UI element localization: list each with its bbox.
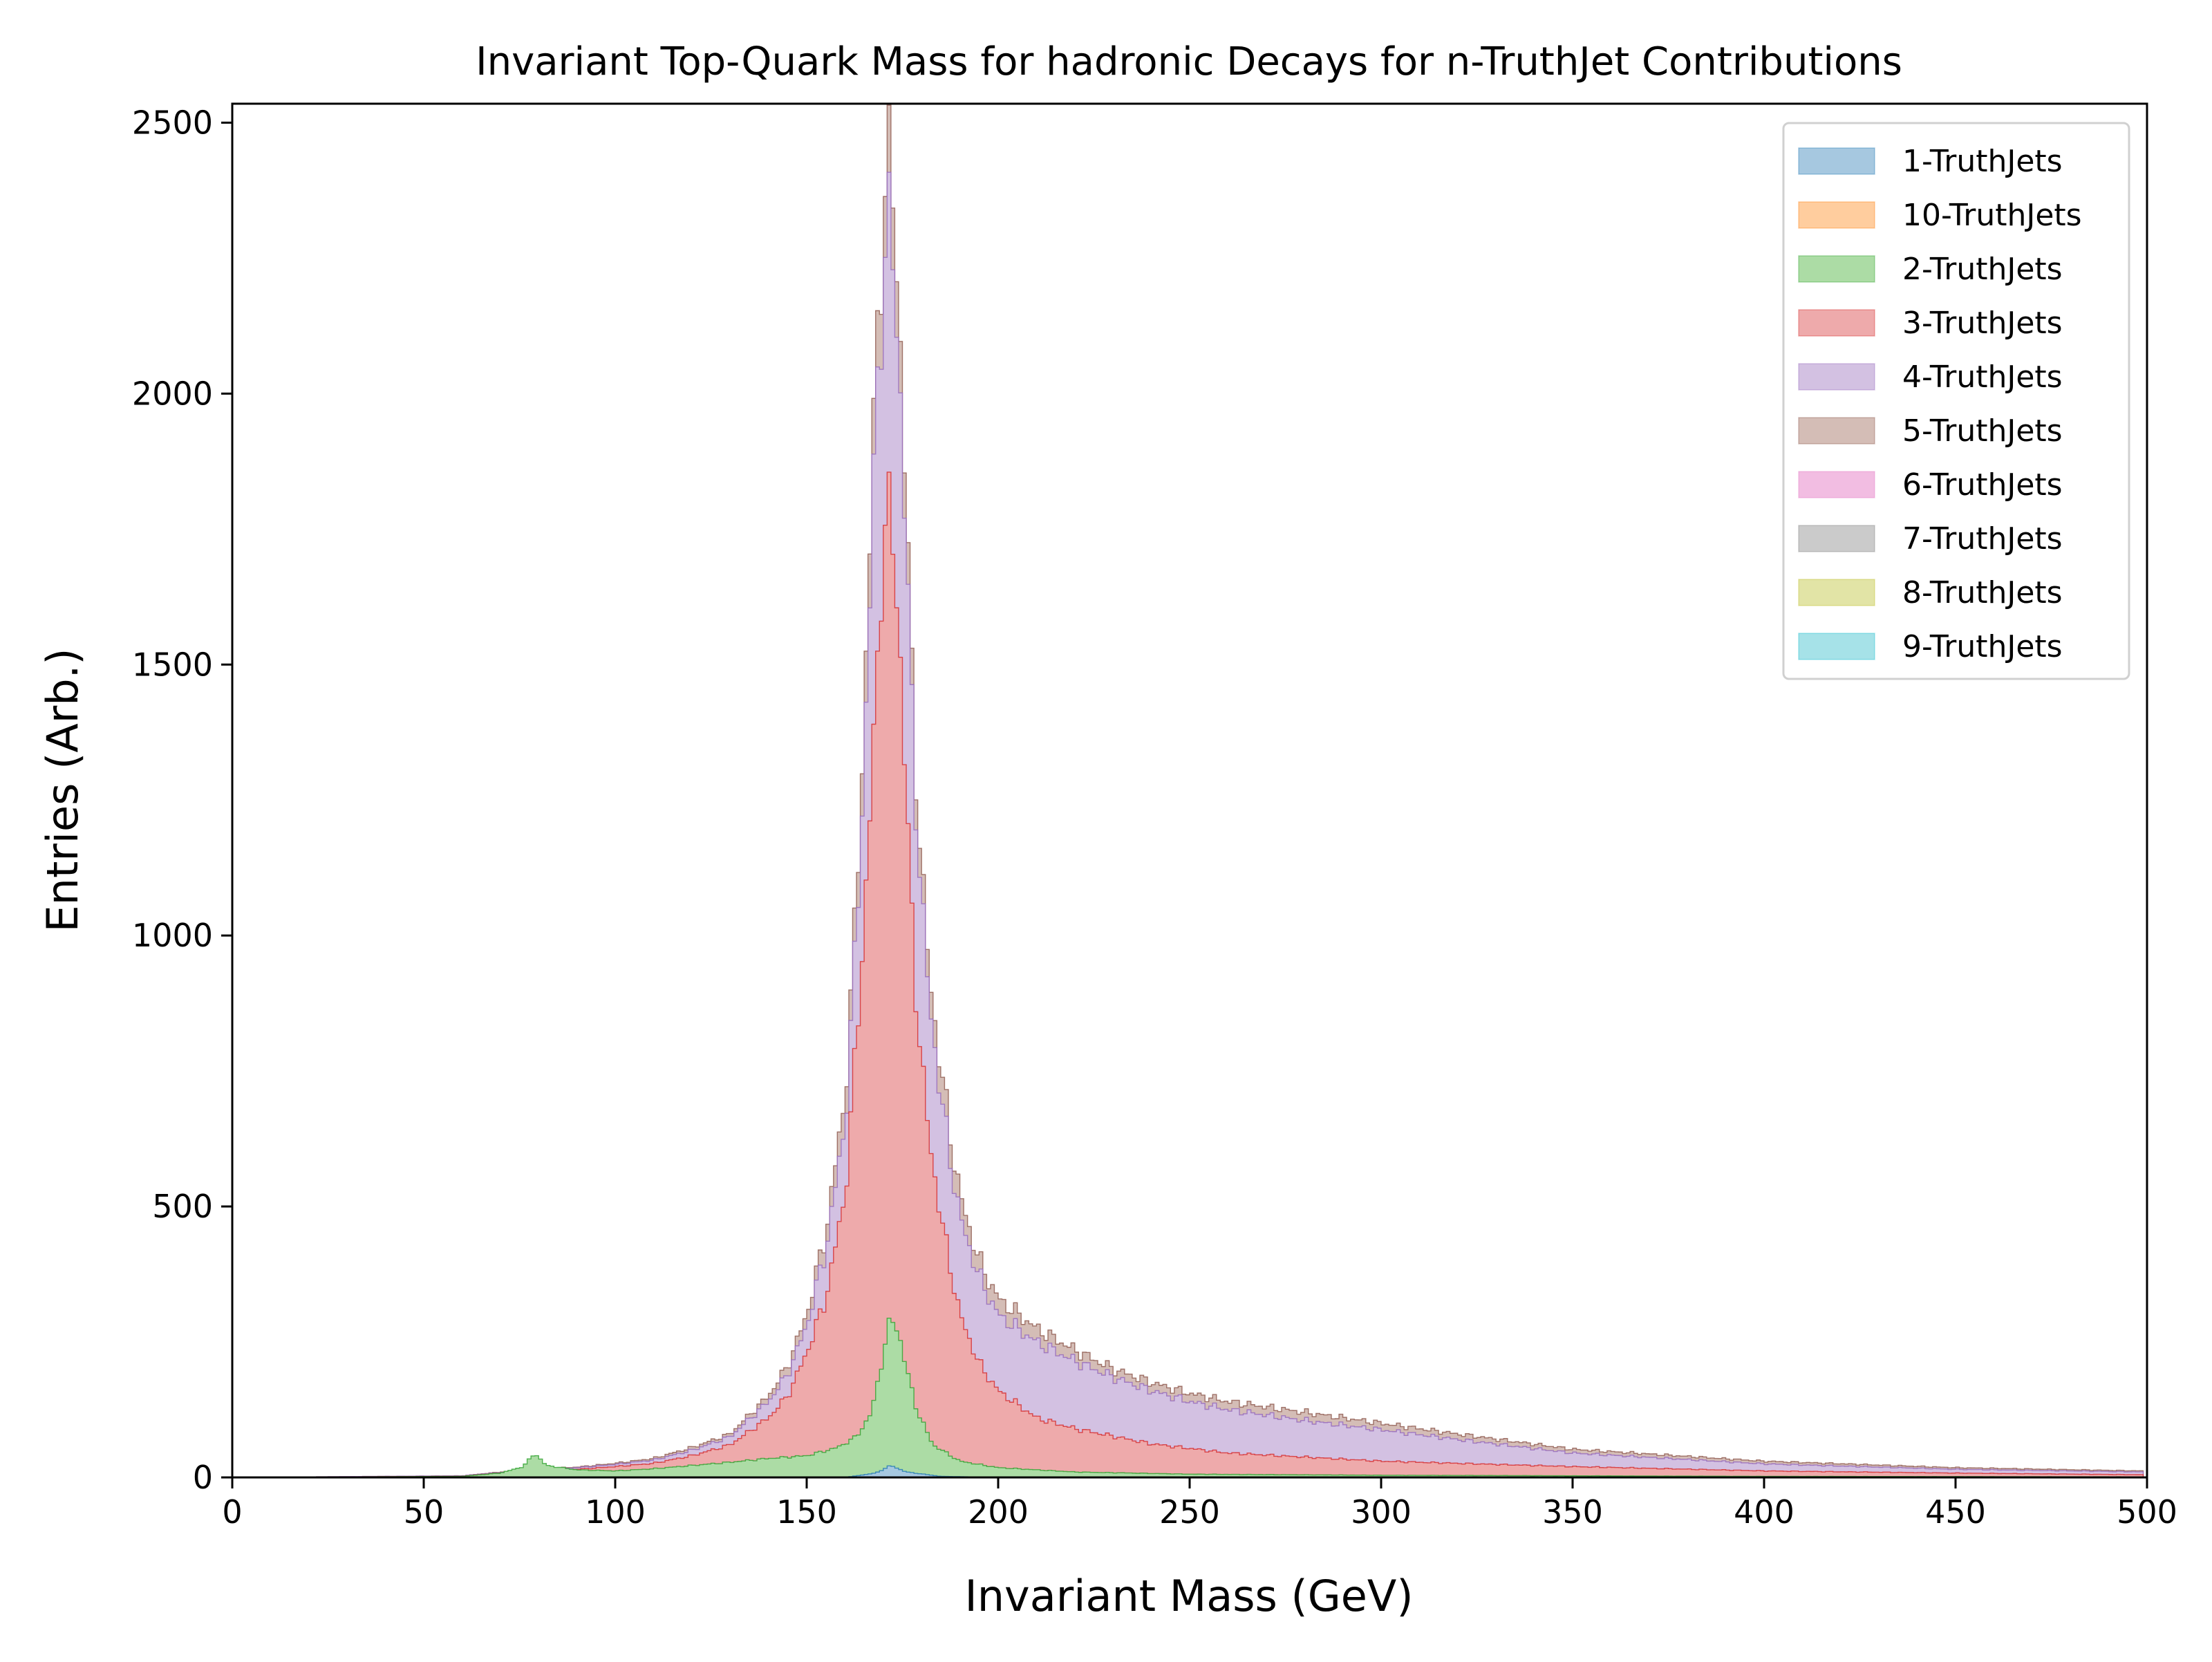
x-tick-label: 400 xyxy=(1734,1493,1794,1531)
x-tick-label: 100 xyxy=(585,1493,646,1531)
y-tick-label: 1000 xyxy=(132,917,213,954)
y-axis-label: Entries (Arb.) xyxy=(37,648,88,933)
legend-label: 8-TruthJets xyxy=(1902,575,2063,610)
legend-label: 1-TruthJets xyxy=(1902,144,2063,179)
legend-swatch xyxy=(1798,579,1875,606)
legend-swatch xyxy=(1798,309,1875,337)
legend-swatch xyxy=(1798,525,1875,552)
legend-swatch xyxy=(1798,147,1875,175)
legend-swatch xyxy=(1798,363,1875,391)
x-tick-label: 300 xyxy=(1351,1493,1412,1531)
x-tick-label: 250 xyxy=(1159,1493,1220,1531)
y-tick-label: 2500 xyxy=(132,104,213,141)
legend-label: 5-TruthJets xyxy=(1902,413,2063,449)
x-tick-label: 150 xyxy=(776,1493,837,1531)
legend-swatch xyxy=(1798,417,1875,445)
x-tick-label: 450 xyxy=(1925,1493,1986,1531)
y-tick-label: 1500 xyxy=(132,646,213,683)
x-tick-label: 200 xyxy=(968,1493,1029,1531)
legend-swatch xyxy=(1798,633,1875,660)
y-tick-label: 500 xyxy=(152,1188,213,1225)
x-tick-label: 350 xyxy=(1542,1493,1603,1531)
x-tick-label: 0 xyxy=(222,1493,242,1531)
x-axis-ticks: 0 50 100 150 200 250 300 350 400 450 500 xyxy=(222,1477,2177,1531)
legend-label: 9-TruthJets xyxy=(1902,629,2063,664)
x-axis-label: Invariant Mass (GeV) xyxy=(964,1571,1413,1621)
y-tick-label: 2000 xyxy=(132,375,213,412)
legend-swatch xyxy=(1798,201,1875,229)
legend-label: 2-TruthJets xyxy=(1902,252,2063,287)
legend-swatch xyxy=(1798,471,1875,498)
chart-title: Invariant Top-Quark Mass for hadronic De… xyxy=(476,39,1902,84)
legend-label: 3-TruthJets xyxy=(1902,306,2063,341)
legend-swatch xyxy=(1798,255,1875,283)
x-tick-label: 50 xyxy=(404,1493,444,1531)
y-axis-ticks: 0 500 1000 1500 2000 2500 xyxy=(132,104,232,1496)
legend-label: 6-TruthJets xyxy=(1902,467,2063,503)
x-tick-label: 500 xyxy=(2117,1493,2177,1531)
legend-label: 10-TruthJets xyxy=(1902,198,2082,233)
legend-label: 4-TruthJets xyxy=(1902,360,2063,395)
y-tick-label: 0 xyxy=(193,1459,213,1496)
legend: 1-TruthJets 10-TruthJets 2-TruthJets 3-Trut… xyxy=(1782,122,2130,680)
legend-label: 7-TruthJets xyxy=(1902,521,2063,557)
